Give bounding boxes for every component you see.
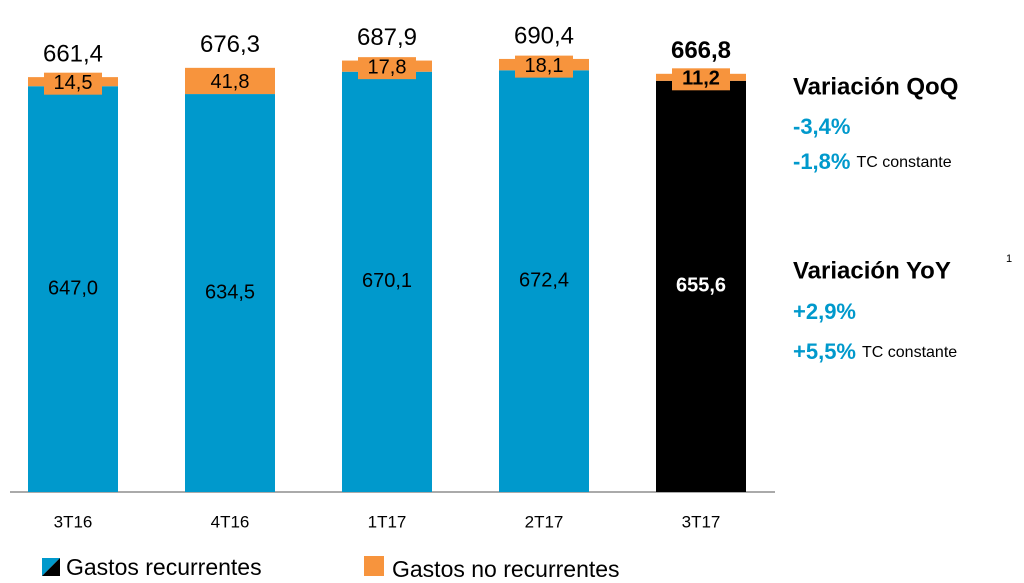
bar-recurrent (185, 94, 275, 492)
x-tick-label: 2T17 (525, 512, 564, 531)
nonrecurrent-label: 14,5 (54, 72, 93, 94)
x-tick-label: 3T17 (682, 512, 721, 531)
nonrecurrent-label-box (201, 71, 259, 94)
total-label: 690,4 (514, 22, 574, 49)
recurrent-label: 670,1 (362, 270, 412, 292)
total-label: 676,3 (200, 31, 260, 58)
total-label: 666,8 (671, 37, 731, 64)
yoy-title: Variación YoY (793, 257, 951, 284)
nonrecurrent-label: 18,1 (525, 55, 564, 77)
bar-recurrent (656, 80, 746, 492)
recurrent-label: 647,0 (48, 277, 98, 299)
qoq-constant: -1,8% (793, 149, 850, 174)
recurrent-label: 655,6 (676, 275, 726, 297)
qoq-note: TC constante (856, 154, 951, 171)
x-tick-label: 4T16 (211, 512, 250, 531)
yoy-constant: +5,5% (793, 339, 856, 364)
legend-label: Gastos recurrentes (66, 554, 262, 580)
qoq-constant-line: -1,8% TC constante (793, 149, 952, 174)
yoy-note: TC constante (862, 344, 957, 361)
nonrecurrent-label: 41,8 (211, 71, 250, 93)
yoy-footnote: 1 (1006, 253, 1012, 265)
total-label: 661,4 (43, 41, 103, 68)
nonrecurrent-label: 11,2 (682, 68, 720, 90)
total-label: 687,9 (357, 24, 417, 51)
legend-label: Gastos no recurrentes (392, 556, 620, 582)
bar-recurrent (499, 70, 589, 492)
nonrecurrent-label-box (358, 57, 416, 80)
qoq-value: -3,4% (793, 114, 850, 139)
nonrecurrent-label-box (44, 72, 102, 95)
recurrent-label: 634,5 (205, 281, 255, 303)
yoy-value: +2,9% (793, 299, 856, 324)
recurrent-label: 672,4 (519, 269, 569, 291)
nonrecurrent-label-box (672, 68, 730, 91)
nonrecurrent-label-box (515, 55, 573, 78)
x-tick-label: 3T16 (54, 512, 93, 531)
bar-recurrent (342, 71, 432, 493)
yoy-constant-line: +5,5% TC constante (793, 339, 957, 364)
qoq-title: Variación QoQ (793, 73, 958, 100)
legend-swatch-nonrecurrent (364, 556, 384, 576)
x-tick-label: 1T17 (368, 512, 407, 531)
nonrecurrent-label: 17,8 (368, 56, 407, 78)
bar-recurrent (28, 86, 118, 492)
legend-swatch-recurrent-b (42, 558, 60, 576)
